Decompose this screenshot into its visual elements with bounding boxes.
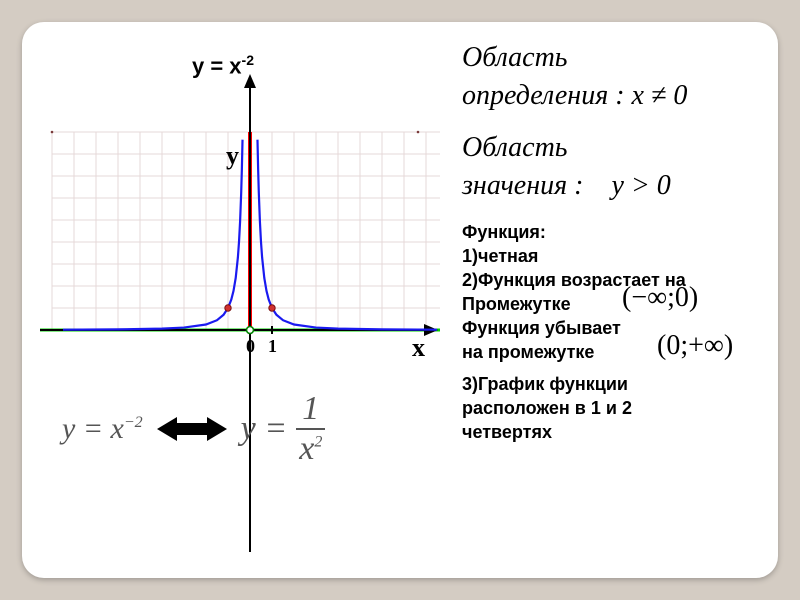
prop3b: расположен в 1 и 2 — [462, 398, 632, 419]
function-title-exp: -2 — [242, 52, 254, 68]
domain-expr: x ≠ 0 — [632, 80, 688, 111]
range-label-2: значения : y > 0 — [462, 170, 671, 202]
prop3a: 3)График функции — [462, 374, 628, 395]
svg-text:1: 1 — [268, 336, 277, 356]
double-arrow-icon — [157, 414, 227, 444]
domain-label-1: Область — [462, 42, 568, 74]
range-expr: y > 0 — [611, 170, 670, 201]
eq-left-exp: −2 — [124, 414, 143, 431]
eq-right-prefix: y = — [241, 410, 288, 448]
prop2c: Функция убывает — [462, 318, 621, 339]
svg-text:x: x — [412, 333, 425, 362]
chart-area: yx01 — [40, 72, 440, 552]
frac-num: 1 — [296, 392, 325, 430]
slide-card: y = x-2 yx01 Область определения : x ≠ 0… — [22, 22, 778, 578]
eq-left-base: y = x — [62, 412, 124, 445]
equation-right: y = 1 x2 — [241, 392, 329, 466]
frac-den: x2 — [293, 430, 328, 466]
prop2d: на промежутке — [462, 342, 594, 363]
equation-row: y = x−2 y = 1 x2 — [62, 392, 328, 466]
svg-text:0: 0 — [246, 336, 255, 356]
frac-den-base: x — [299, 430, 314, 467]
fraction: 1 x2 — [293, 392, 328, 466]
frac-den-exp: 2 — [314, 434, 322, 451]
equation-left: y = x−2 — [62, 412, 143, 446]
chart-svg: yx01 — [40, 72, 440, 552]
props-title: Функция: — [462, 222, 546, 243]
prop2b: Промежутке — [462, 294, 571, 315]
interval2: (0;+∞) — [657, 330, 733, 362]
domain-label-2: определения : x ≠ 0 — [462, 80, 687, 112]
svg-text:y: y — [226, 141, 239, 170]
range-label-1: Область — [462, 132, 568, 164]
interval1: (−∞;0) — [622, 282, 698, 314]
prop1: 1)четная — [462, 246, 538, 267]
domain-prefix: определения : — [462, 80, 625, 111]
range-prefix: значения : — [462, 170, 583, 201]
prop3c: четвертях — [462, 422, 552, 443]
